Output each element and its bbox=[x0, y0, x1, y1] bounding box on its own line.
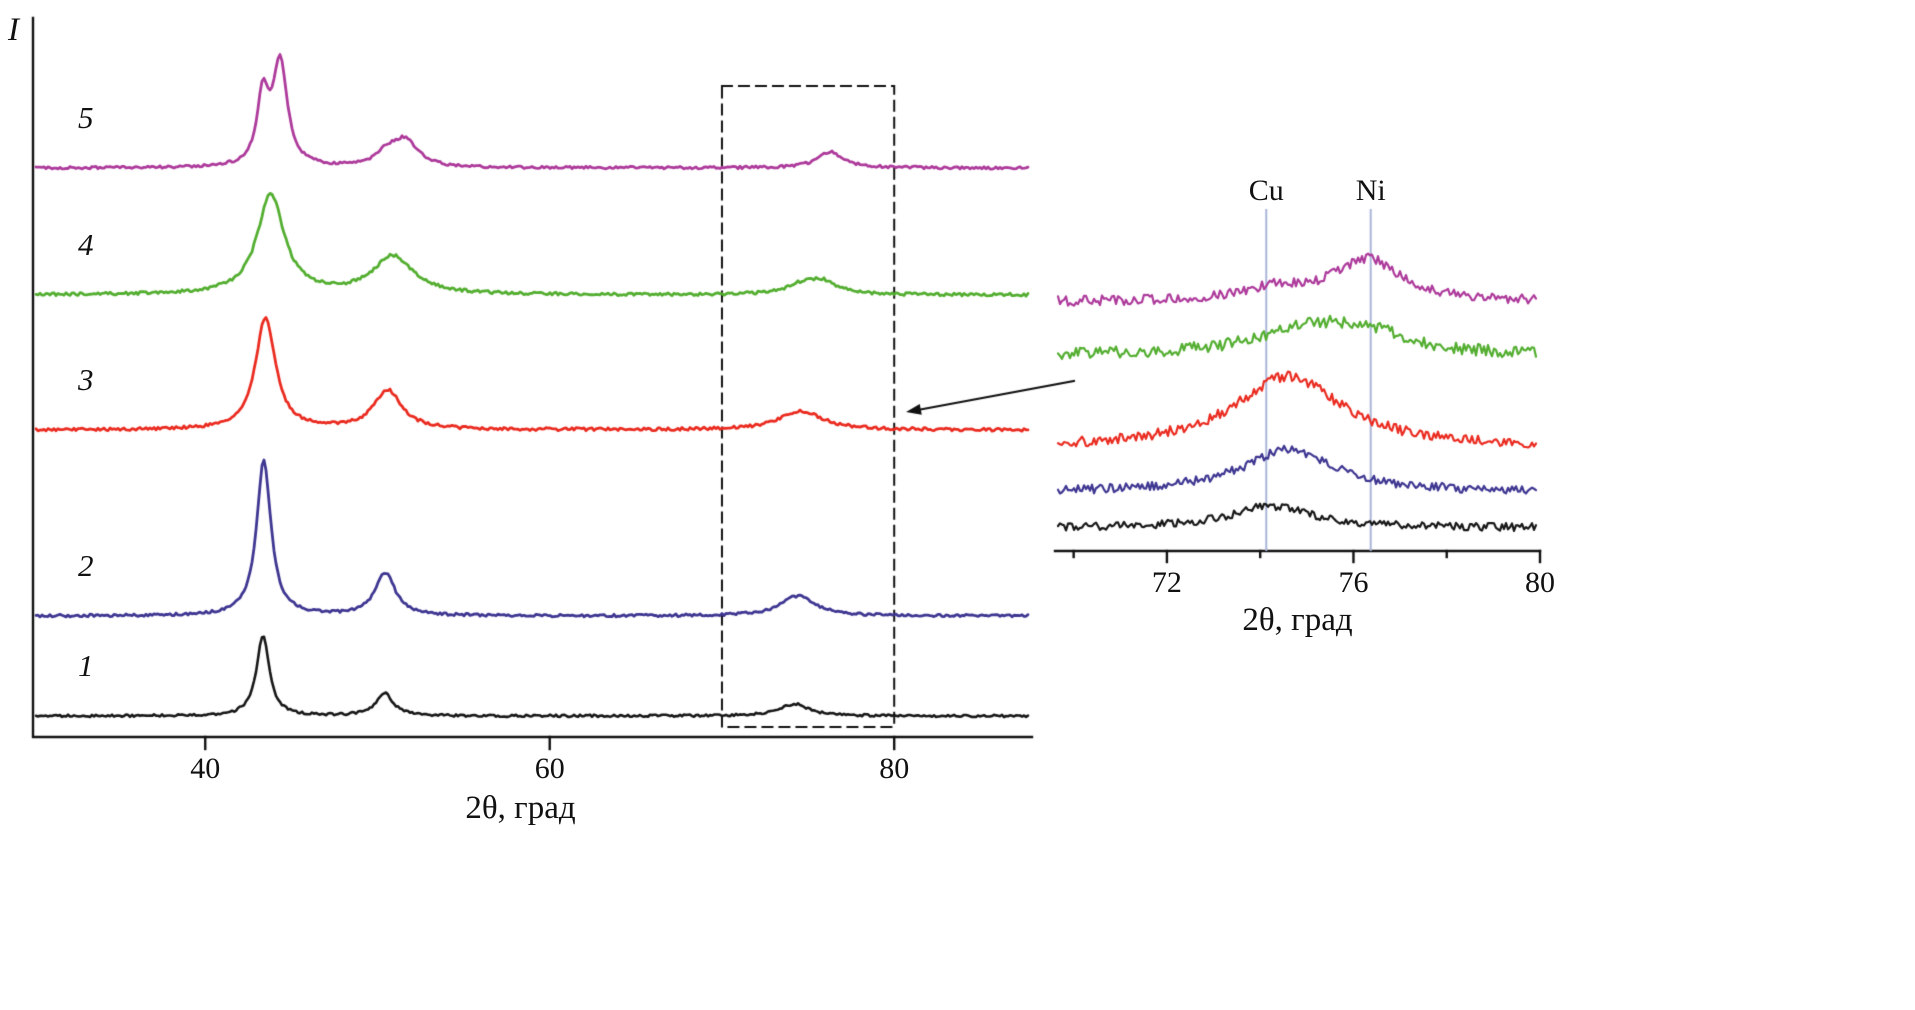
curve-label-5: 5 bbox=[78, 100, 94, 135]
cu-reference-label: Cu bbox=[1248, 174, 1284, 207]
main-x-tick-label-60: 60 bbox=[534, 752, 565, 785]
inset-x-tick-label-80: 80 bbox=[1525, 566, 1555, 599]
curve-label-3: 3 bbox=[78, 362, 94, 397]
main-x-tick-label-40: 40 bbox=[190, 752, 221, 785]
main-y-axis-label: I bbox=[8, 12, 19, 48]
inset-x-tick-label-72: 72 bbox=[1151, 566, 1182, 599]
ni-reference-label: Ni bbox=[1355, 174, 1386, 207]
main-x-tick-label-80: 80 bbox=[879, 752, 910, 785]
inset-x-axis-title: 2θ, град bbox=[1242, 602, 1353, 638]
curve-label-2: 2 bbox=[78, 548, 94, 583]
inset-x-tick-label-76: 76 bbox=[1338, 566, 1369, 599]
main-x-axis-title: 2θ, град bbox=[465, 790, 576, 826]
curve-label-4: 4 bbox=[78, 227, 94, 262]
curve-label-1: 1 bbox=[78, 648, 94, 683]
